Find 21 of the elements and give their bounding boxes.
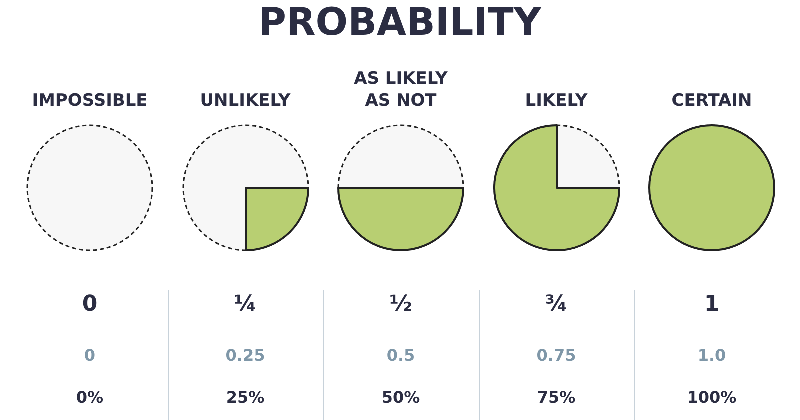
text: 0.75 <box>536 346 576 365</box>
text: ¾ <box>545 292 568 317</box>
chart-title: AS LIKELY AS NOT <box>354 69 448 111</box>
text: 0 <box>82 292 98 317</box>
text: 1 <box>704 292 720 317</box>
chart-title: LIKELY <box>525 91 588 111</box>
text: 1.0 <box>698 346 726 365</box>
text: 0% <box>76 388 104 407</box>
text: PROBABILITY <box>258 0 542 44</box>
text: 0 <box>84 346 96 365</box>
text: 50% <box>382 388 420 407</box>
text: 100% <box>687 388 737 407</box>
chart-title: IMPOSSIBLE <box>32 91 148 111</box>
chart-title: UNLIKELY <box>200 91 291 111</box>
text: ½ <box>390 292 412 317</box>
text: 25% <box>226 388 265 407</box>
text: 75% <box>537 388 576 407</box>
text: ¼ <box>234 292 257 317</box>
chart-title: CERTAIN <box>672 91 752 111</box>
text: 0.5 <box>386 346 416 365</box>
text: 0.25 <box>226 346 266 365</box>
